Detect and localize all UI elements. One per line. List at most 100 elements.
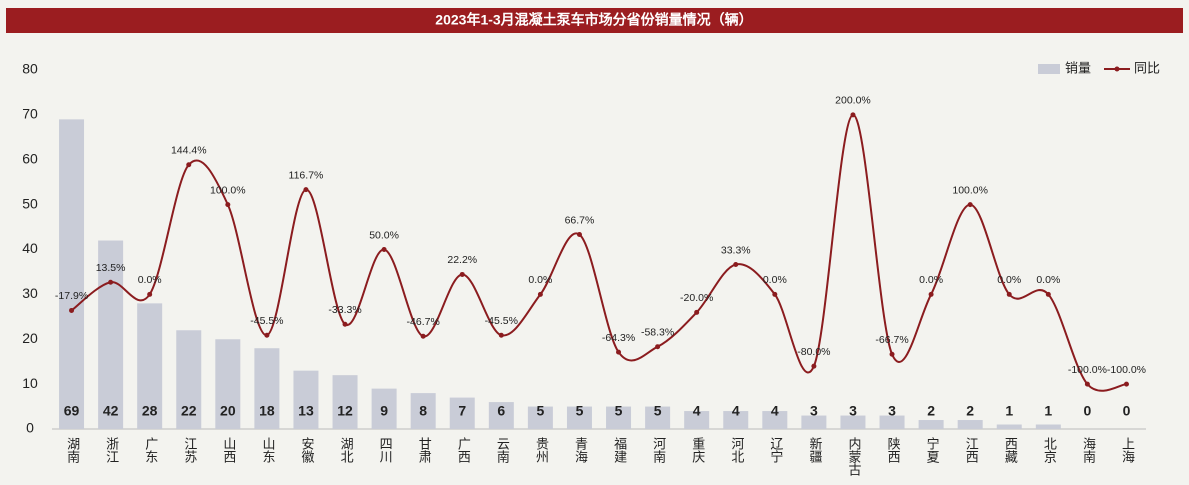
bar [332,375,358,429]
line-label: -46.7% [407,316,440,328]
y-tick-label: 20 [22,330,38,346]
bar [98,240,124,429]
line-label: -100.0% [1068,364,1107,376]
line-point [1123,381,1129,387]
line-label: 100.0% [952,184,988,196]
line-point [147,291,153,297]
bar-label: 7 [458,403,466,419]
line-point [811,363,817,369]
x-tick-label: 宁夏 [925,436,940,463]
line-label: -58.3% [641,326,674,338]
bar [879,415,905,429]
line-label: 144.4% [171,145,207,157]
x-tick-label: 重庆 [690,436,705,463]
bar-label: 28 [142,403,158,419]
chart-title: 2023年1-3月混凝土泵车市场分省份销量情况（辆） [435,12,752,28]
line-label: 0.0% [997,274,1021,286]
y-tick-label: 80 [22,61,38,77]
bar [918,420,944,429]
line-label: -17.9% [55,290,88,302]
line-label: 33.3% [721,244,751,256]
legend-label: 同比 [1134,60,1160,75]
line-point [1084,381,1090,387]
bar [957,420,983,429]
x-tick-label: 山东 [260,437,275,463]
bar-label: 22 [181,403,197,419]
line-point [381,247,387,252]
line-point [576,232,582,238]
bar-label: 1 [1005,403,1013,419]
x-tick-label: 浙江 [104,437,119,463]
bar [1035,424,1061,429]
bar-label: 0 [1123,403,1131,419]
bar-label: 5 [654,403,662,419]
bar [371,388,397,429]
line-point [225,202,231,208]
line-point [889,351,895,357]
x-tick-label: 陕西 [886,437,901,463]
bar-label: 9 [380,403,388,419]
x-tick-label: 西藏 [1003,437,1018,463]
line-label: -80.0% [797,346,830,358]
bar [996,424,1022,429]
bar-label: 4 [732,403,740,419]
x-tick-label: 山西 [221,437,236,463]
bar [762,411,788,429]
line-label: -45.5% [485,315,518,327]
line-label: 0.0% [919,274,943,286]
y-tick-label: 10 [22,375,38,391]
x-tick-label: 新疆 [807,436,822,463]
bar [293,370,319,429]
bar-label: 4 [693,403,701,419]
line-point [303,187,309,193]
x-tick-label: 安徽 [300,437,315,463]
bar [527,406,553,429]
bar [215,339,241,429]
bar [723,411,749,429]
x-tick-label: 青海 [573,437,588,463]
x-tick-label: 广西 [456,437,471,463]
bar-label: 1 [1044,403,1052,419]
bar-label: 5 [615,403,623,419]
bar-label: 8 [419,403,427,419]
x-tick-label: 江西 [964,437,979,463]
x-tick-label: 辽宁 [768,437,783,463]
bar-label: 2 [966,403,974,419]
x-tick-label: 福建 [612,437,627,464]
bar-label: 5 [536,403,544,419]
legend-swatch [1038,64,1060,74]
line-point [537,291,543,297]
x-tick-label: 贵州 [534,437,549,463]
line-label: 50.0% [369,229,399,241]
line-point [264,332,270,338]
title-bar [6,8,1183,33]
line-point [498,332,504,338]
bar-label: 69 [64,403,80,419]
line-label: -33.3% [328,304,361,316]
bar [488,402,514,429]
x-tick-label: 内蒙古 [847,436,862,476]
bar [59,119,85,430]
x-tick-label: 广东 [143,437,158,463]
line-label: -64.3% [602,332,635,344]
bar-label: 20 [220,403,236,419]
bar [254,348,280,429]
line-point [1045,291,1051,297]
line-point [733,261,739,267]
bar-label: 3 [888,403,896,419]
bar-label: 18 [259,403,275,419]
line-point [772,291,778,297]
line-point [655,344,661,350]
bar-label: 0 [1083,403,1091,419]
line-point [186,162,192,168]
line-point [616,349,622,355]
x-tick-label: 湖北 [339,437,354,464]
line-label: 200.0% [835,95,871,107]
line-label: -66.7% [875,334,908,346]
line-point [69,307,75,313]
bar [645,406,671,429]
line-label: 0.0% [138,274,162,286]
y-tick-label: 50 [22,195,38,211]
x-tick-label: 海南 [1081,437,1096,463]
